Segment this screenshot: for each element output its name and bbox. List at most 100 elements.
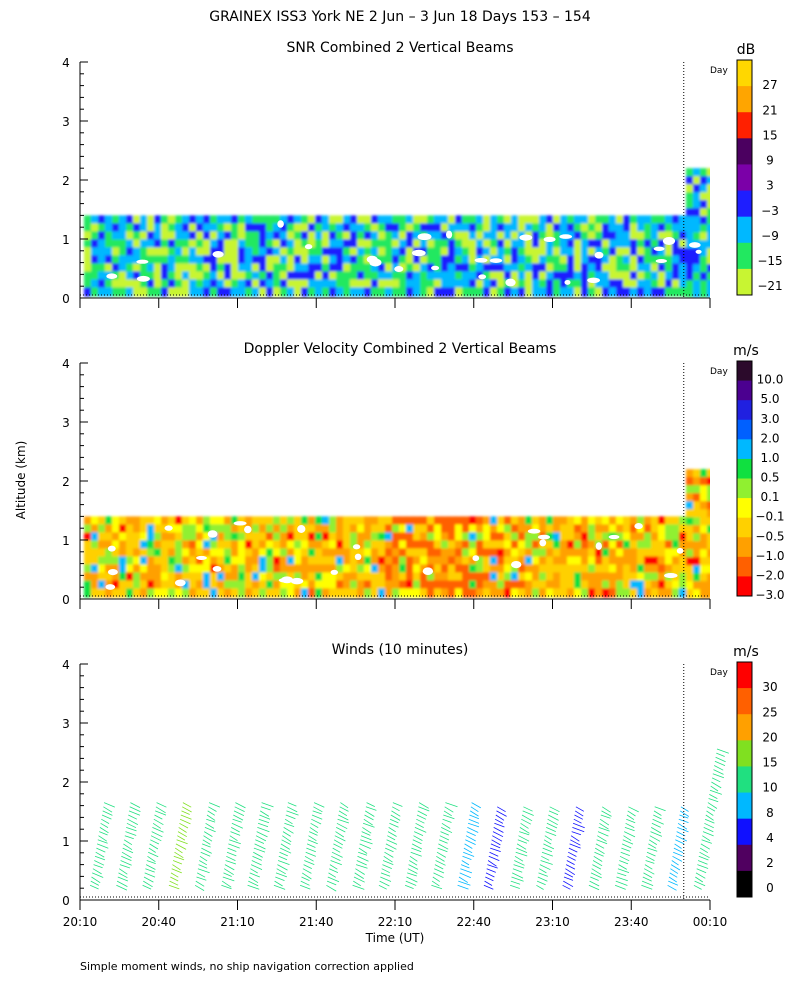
heatmap-cell: [147, 215, 155, 225]
heatmap-cell: [280, 564, 288, 574]
wind-barb: [415, 822, 424, 828]
heatmap-cell: [420, 263, 428, 273]
heatmap-cell: [301, 588, 309, 598]
heatmap-cell: [462, 580, 470, 590]
wind-barb: [597, 831, 609, 837]
heatmap-cell: [700, 469, 708, 479]
heatmap-cell: [630, 231, 638, 241]
heatmap-cell: [336, 231, 344, 241]
wind-barb: [178, 827, 187, 833]
heatmap-cell: [112, 263, 120, 273]
heatmap-cell: [637, 255, 645, 265]
heatmap-cell: [574, 572, 582, 582]
heatmap-cell: [420, 540, 428, 550]
heatmap-cell: [567, 239, 575, 249]
heatmap-cell: [287, 223, 295, 233]
heatmap-cell: [518, 223, 526, 233]
wind-barb: [407, 872, 417, 877]
heatmap-cell: [560, 279, 568, 289]
heatmap-cell: [301, 580, 309, 590]
heatmap-cell: [525, 215, 533, 225]
heatmap-cell: [343, 548, 351, 558]
heatmap-cell: [707, 200, 710, 210]
wind-barb: [126, 827, 137, 832]
heatmap-cell: [616, 572, 624, 582]
heatmap-cell: [175, 255, 183, 265]
wind-barb: [146, 860, 156, 864]
heatmap-cell: [707, 581, 710, 591]
heatmap-cell: [707, 168, 710, 178]
wind-profile: [247, 802, 274, 890]
heatmap-cell: [280, 255, 288, 265]
heatmap-cell: [553, 532, 561, 542]
wind-barb: [537, 876, 548, 882]
heatmap-cell: [441, 524, 449, 534]
heatmap-cell: [294, 223, 302, 233]
heatmap-cell: [441, 564, 449, 574]
data-gap: [505, 278, 516, 287]
wind-profile: [352, 802, 377, 890]
heatmap-cell: [658, 287, 666, 297]
heatmap-cell: [399, 231, 407, 241]
heatmap-cell: [413, 255, 421, 265]
heatmap-cell: [231, 223, 239, 233]
heatmap-cell: [140, 231, 148, 241]
heatmap-cell: [231, 263, 239, 273]
heatmap-cell: [567, 556, 575, 566]
wind-barb: [155, 806, 166, 814]
heatmap-cell: [196, 516, 204, 526]
heatmap-cell: [252, 287, 260, 297]
heatmap-cell: [686, 557, 694, 567]
y-tick-label: 2: [62, 174, 70, 188]
wind-barb: [617, 872, 627, 877]
wind-barb: [431, 880, 440, 887]
data-gap: [212, 251, 224, 258]
heatmap-cell: [651, 239, 659, 249]
heatmap-cell: [378, 271, 386, 281]
heatmap-cell: [644, 263, 652, 273]
heatmap-cell: [371, 247, 379, 257]
heatmap-cell: [259, 271, 267, 281]
heatmap-cell: [189, 279, 197, 289]
wind-barb: [699, 851, 710, 859]
wind-barb: [168, 884, 180, 890]
data-gap: [105, 584, 116, 590]
heatmap-cell: [203, 564, 211, 574]
heatmap-cell: [665, 564, 673, 574]
heatmap-cell: [196, 572, 204, 582]
heatmap-cell: [133, 580, 141, 590]
heatmap-cell: [399, 279, 407, 289]
data-gap: [136, 275, 150, 282]
heatmap-cell: [350, 255, 358, 265]
heatmap-cell: [462, 540, 470, 550]
heatmap-cell: [301, 532, 309, 542]
heatmap-cell: [266, 215, 274, 225]
heatmap-cell: [224, 255, 232, 265]
wind-barb: [409, 860, 418, 866]
heatmap-cell: [658, 564, 666, 574]
wind-barb: [392, 806, 400, 812]
wind-barb: [179, 822, 189, 829]
heatmap-cell: [371, 572, 379, 582]
wind-barb: [261, 802, 274, 808]
heatmap-cell: [406, 263, 414, 273]
heatmap-cell: [686, 224, 694, 234]
heatmap-cell: [189, 564, 197, 574]
heatmap-cell: [546, 247, 554, 257]
wind-barb: [176, 839, 188, 845]
heatmap-cell: [651, 588, 659, 598]
heatmap-cell: [357, 231, 365, 241]
heatmap-cell: [385, 572, 393, 582]
heatmap-cell: [658, 263, 666, 273]
heatmap-cell: [210, 263, 218, 273]
heatmap-cell: [161, 556, 169, 566]
heatmap-cell: [294, 556, 302, 566]
heatmap-cell: [273, 287, 281, 297]
heatmap-cell: [441, 263, 449, 273]
heatmap-cell: [623, 247, 631, 257]
heatmap-cell: [658, 247, 666, 257]
heatmap-cell: [266, 255, 274, 265]
heatmap-cell: [322, 223, 330, 233]
wind-barb: [615, 880, 628, 886]
